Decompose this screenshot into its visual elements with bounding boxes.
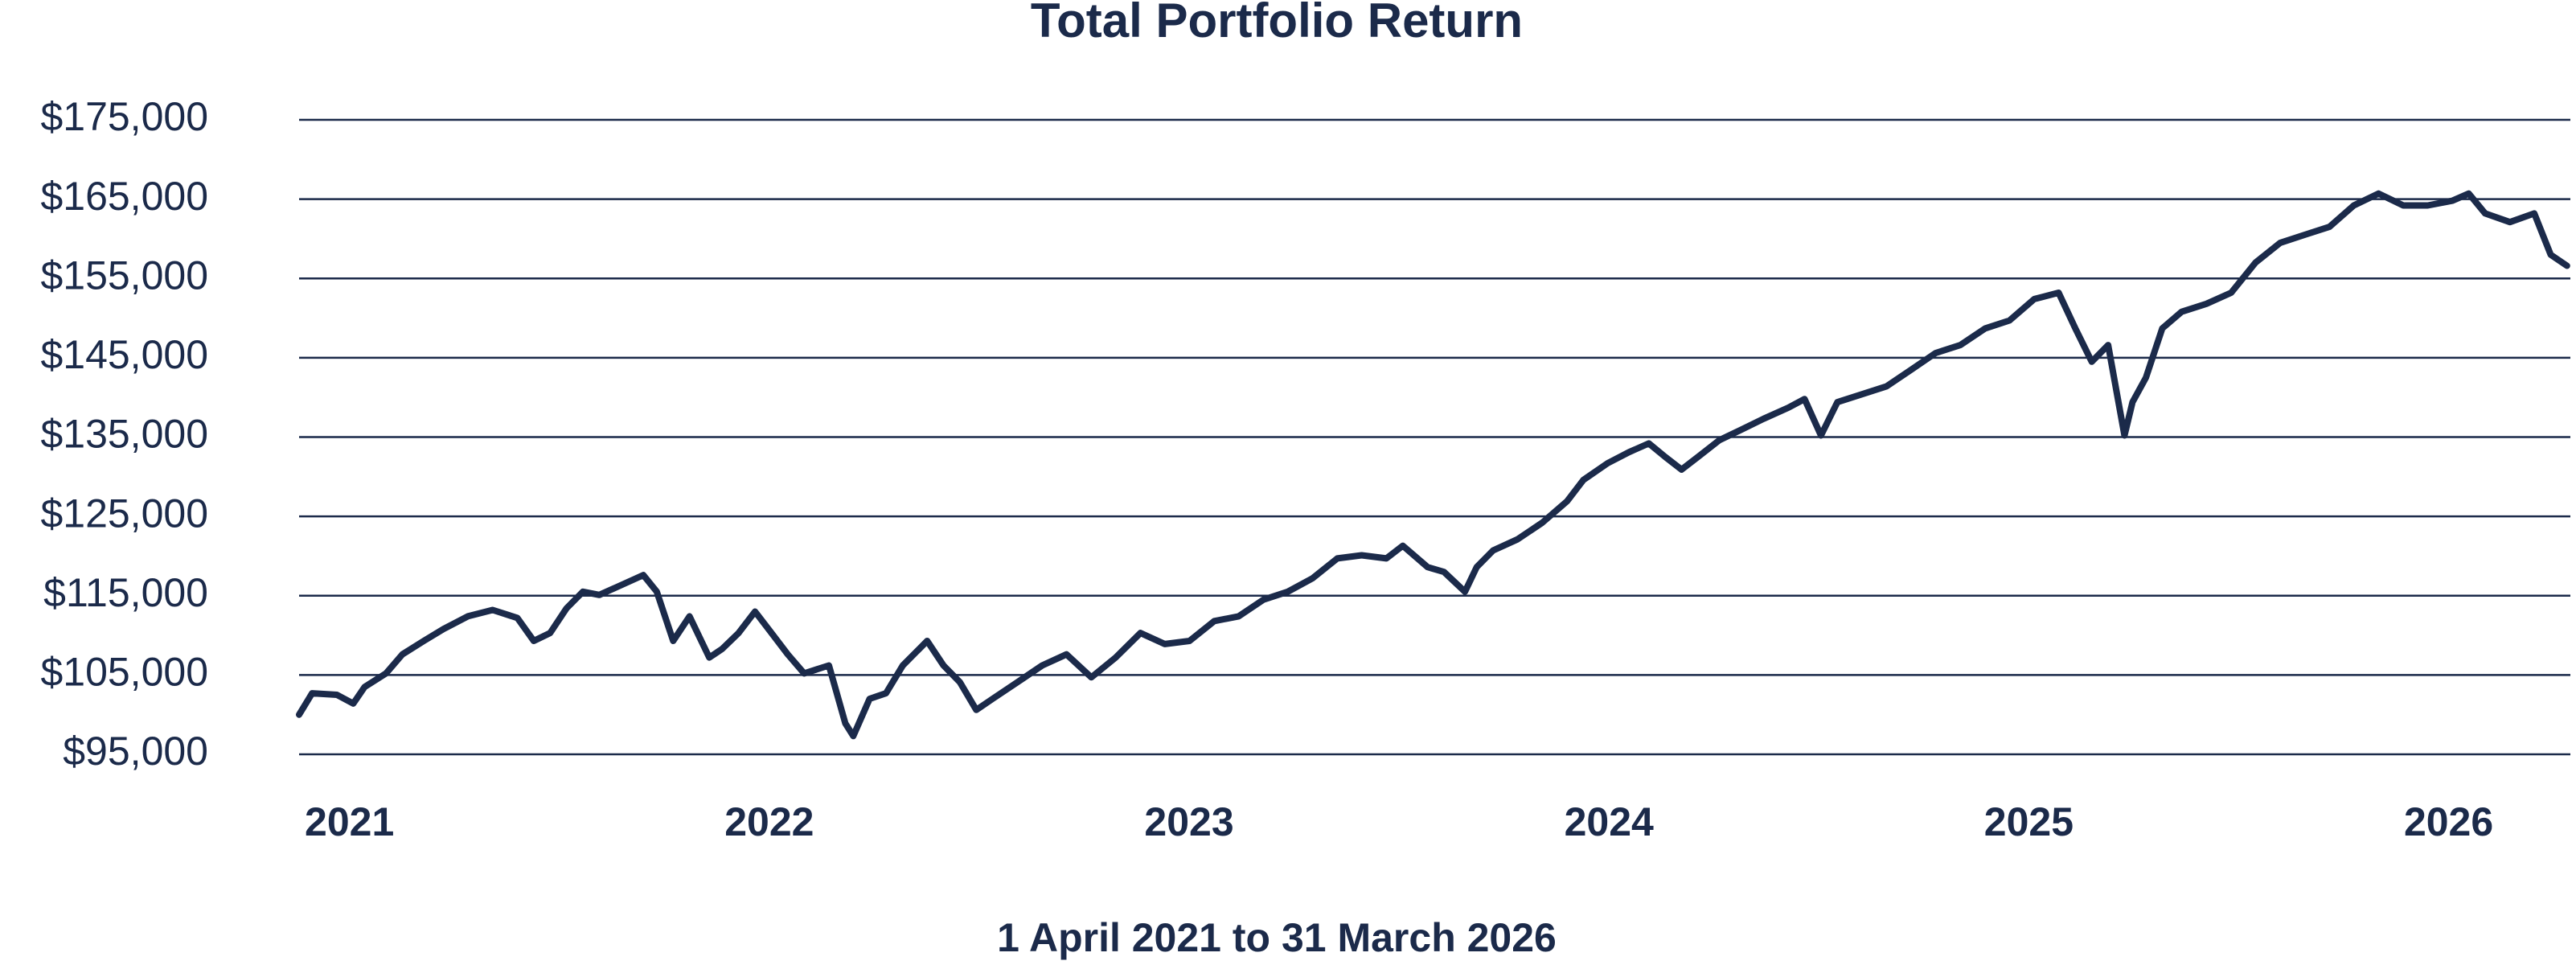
y-tick-label: $175,000 xyxy=(40,94,208,139)
y-tick-label: $145,000 xyxy=(40,332,208,377)
x-tick-label: 2026 xyxy=(2404,799,2493,844)
y-tick-label: $105,000 xyxy=(40,650,208,695)
x-axis-label: 1 April 2021 to 31 March 2026 xyxy=(997,915,1557,960)
y-tick-label: $95,000 xyxy=(63,729,208,774)
x-tick-label: 2023 xyxy=(1144,799,1233,844)
chart-title: Total Portfolio Return xyxy=(1031,0,1523,47)
x-tick-label: 2021 xyxy=(305,799,394,844)
y-tick-label: $115,000 xyxy=(43,570,208,615)
x-tick-label: 2024 xyxy=(1565,799,1654,844)
line-series xyxy=(296,190,2570,740)
x-tick-label: 2025 xyxy=(1984,799,2074,844)
y-tick-label: $125,000 xyxy=(40,491,208,536)
y-tick-label: $165,000 xyxy=(40,174,208,219)
y-tick-label: $135,000 xyxy=(40,412,208,457)
y-tick-label: $155,000 xyxy=(40,253,208,298)
x-tick-label: 2022 xyxy=(724,799,814,844)
